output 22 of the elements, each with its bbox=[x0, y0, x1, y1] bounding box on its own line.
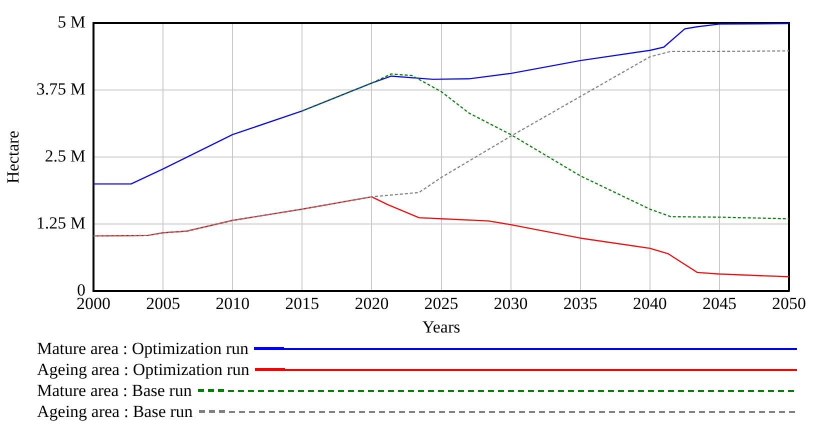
x-tick-label: 2050 bbox=[772, 294, 806, 313]
y-tick-label: 5 M bbox=[58, 12, 86, 32]
legend-label: Ageing area : Base run bbox=[37, 401, 193, 422]
x-tick-label: 2015 bbox=[285, 294, 320, 313]
x-tick-label: 2030 bbox=[494, 294, 528, 313]
y-axis-title: Hectare bbox=[4, 130, 23, 184]
x-axis-title: Years bbox=[422, 317, 460, 336]
x-tick-label: 2005 bbox=[146, 294, 180, 313]
x-tick-label: 2020 bbox=[354, 294, 389, 313]
x-tick-label: 2045 bbox=[702, 294, 736, 313]
legend-label: Mature area : Base run bbox=[37, 380, 192, 401]
y-tick-label: 3.75 M bbox=[36, 80, 86, 99]
legend-label: Mature area : Optimization run bbox=[37, 338, 248, 359]
x-tick-label: 2025 bbox=[424, 294, 458, 313]
y-tick-label: 1.25 M bbox=[36, 214, 86, 233]
x-tick-label: 2010 bbox=[216, 294, 250, 313]
line-series bbox=[302, 73, 789, 220]
y-tick-label: 2.5 M bbox=[44, 146, 86, 166]
x-tick-label: 2035 bbox=[563, 294, 598, 313]
legend-label: Ageing area : Optimization run bbox=[37, 359, 250, 380]
x-tick-label: 2040 bbox=[632, 294, 667, 313]
line-series bbox=[94, 50, 789, 237]
